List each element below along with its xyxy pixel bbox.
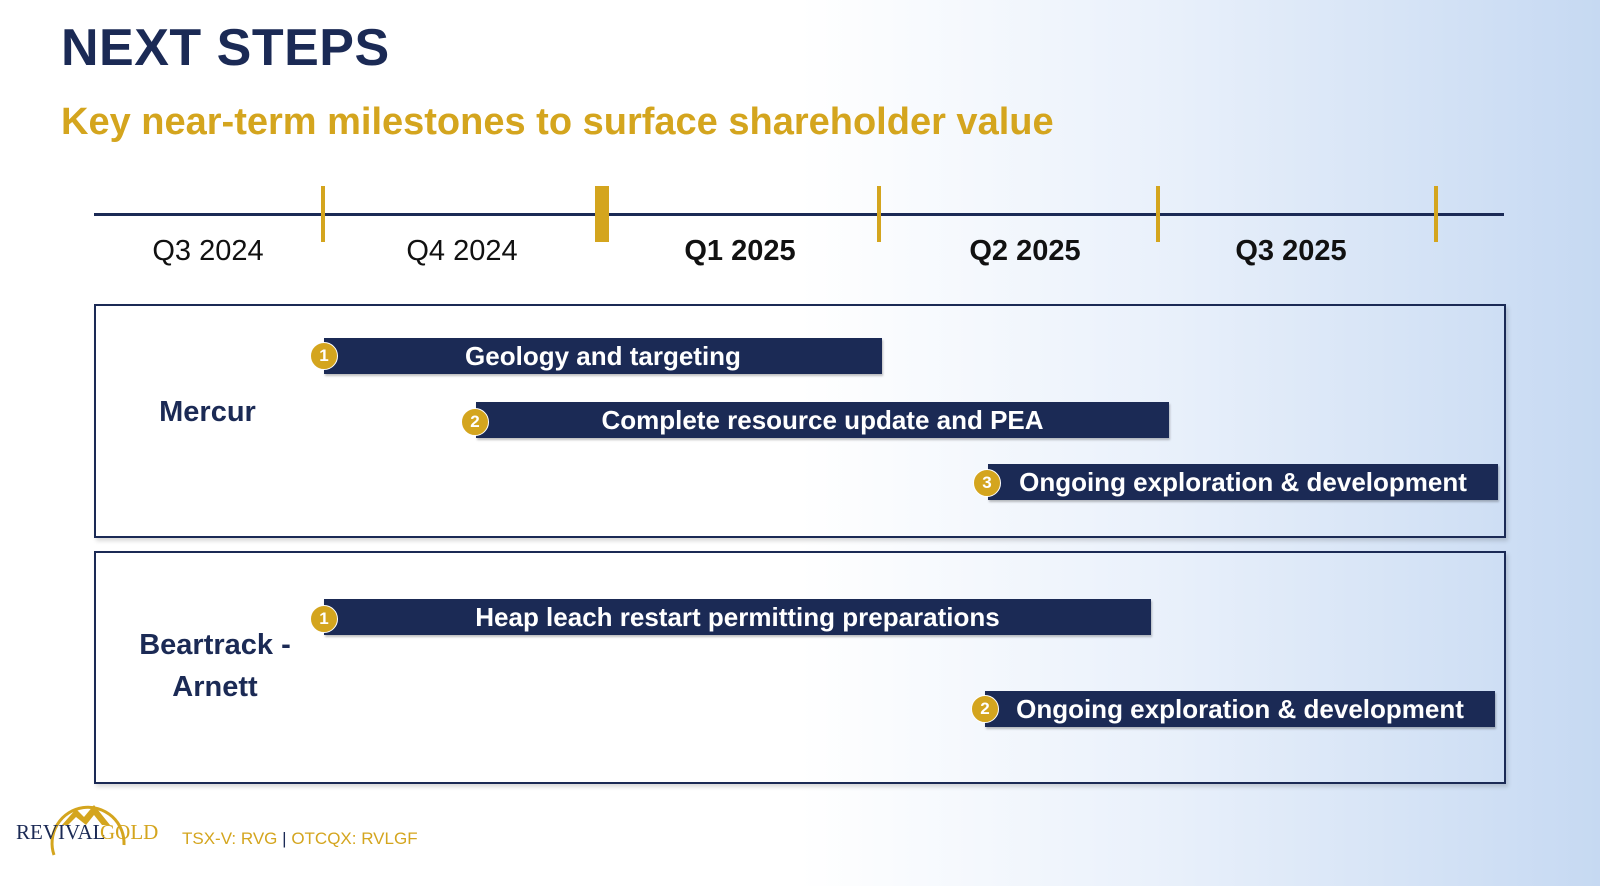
project-name-line: Arnett — [172, 671, 258, 703]
ticker-tsxv: TSX-V: RVG — [182, 829, 278, 848]
quarter-label: Q1 2025 — [684, 235, 796, 267]
task-label: Geology and targeting — [465, 340, 741, 371]
task-bar: Heap leach restart permitting preparatio… — [324, 599, 1151, 635]
task-number-badge: 3 — [973, 469, 1001, 497]
task-label: Ongoing exploration & development — [1019, 466, 1467, 497]
timeline-tick — [1156, 186, 1160, 242]
project-name-line: Beartrack - — [139, 629, 291, 661]
project-panel-beartrack-arnett — [94, 551, 1506, 784]
task-bar: Geology and targeting — [324, 338, 882, 374]
task-label: Heap leach restart permitting preparatio… — [475, 601, 1000, 632]
ticker-symbols: TSX-V: RVG | OTCQX: RVLGF — [182, 829, 418, 849]
timeline-line — [94, 213, 1504, 216]
mountain-logo-icon: REVIVAL GOLD — [16, 805, 158, 856]
quarter-label: Q3 2024 — [152, 235, 264, 267]
timeline-tick — [321, 186, 325, 242]
task-number-badge: 2 — [971, 695, 999, 723]
quarter-label: Q4 2024 — [406, 235, 518, 267]
slide-title: NEXT STEPS — [61, 19, 390, 77]
company-logo: REVIVAL GOLD — [14, 795, 164, 878]
project-name-mercur: Mercur — [159, 396, 256, 428]
task-number-badge: 2 — [461, 408, 489, 436]
quarter-label: Q2 2025 — [969, 235, 1081, 267]
timeline-tick — [1434, 186, 1438, 242]
ticker-separator: | — [282, 829, 287, 848]
task-label: Complete resource update and PEA — [601, 404, 1044, 435]
ticker-otcqx: OTCQX: RVLGF — [291, 829, 418, 848]
quarter-label: Q3 2025 — [1235, 235, 1347, 267]
task-number-badge: 1 — [310, 342, 338, 370]
task-label: Ongoing exploration & development — [1016, 693, 1464, 724]
slide-subtitle: Key near-term milestones to surface shar… — [61, 101, 1054, 143]
logo-text-revival: REVIVAL — [16, 820, 105, 844]
task-bar: Ongoing exploration & development — [985, 691, 1495, 727]
task-bar: Complete resource update and PEA — [476, 402, 1169, 438]
task-number-badge: 1 — [310, 605, 338, 633]
logo-text-gold: GOLD — [100, 820, 158, 844]
task-bar: Ongoing exploration & development — [988, 464, 1498, 500]
project-panel-mercur — [94, 304, 1506, 538]
timeline-tick — [877, 186, 881, 242]
timeline-tick-current — [595, 186, 609, 242]
project-name-beartrack-arnett: Beartrack - Arnett — [110, 624, 320, 708]
